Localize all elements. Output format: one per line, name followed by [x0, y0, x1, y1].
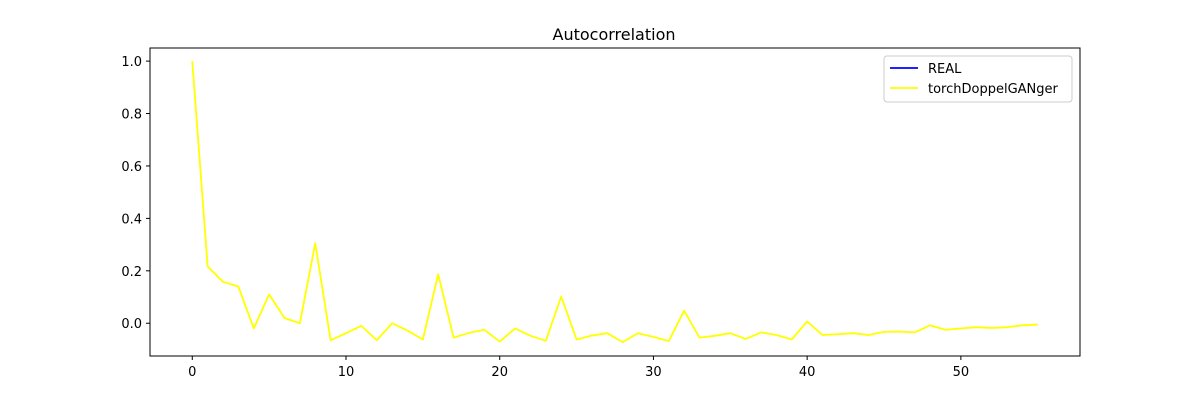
x-tick-label: 40 [799, 365, 816, 380]
y-tick-label: 0.8 [121, 108, 142, 123]
y-tick-label: 0.4 [121, 212, 142, 227]
x-tick-label: 30 [645, 365, 662, 380]
x-tick-label: 10 [338, 365, 355, 380]
axes: 0 10 20 30 40 50 0.0 0.2 0.4 0.6 0.8 1.0 [121, 47, 1081, 380]
plot-area [191, 61, 1038, 344]
y-tick-label: 0.0 [121, 317, 142, 332]
series-line-torchdoppelganger [191, 61, 1038, 344]
y-tick-label: 0.2 [121, 265, 142, 280]
x-tick-label: 50 [953, 365, 970, 380]
x-tick-label: 0 [188, 365, 196, 380]
legend: REAL torchDoppelGANger [883, 55, 1073, 103]
x-tick-label: 20 [491, 365, 508, 380]
y-tick-label: 0.6 [121, 160, 142, 175]
legend-box [883, 55, 1073, 103]
chart-title: Autocorrelation [553, 25, 676, 44]
legend-label-real: REAL [928, 62, 962, 77]
y-tick-label: 1.0 [121, 55, 142, 70]
axes-frame [149, 47, 1081, 357]
legend-label-torchdoppelganger: torchDoppelGANger [928, 82, 1059, 97]
